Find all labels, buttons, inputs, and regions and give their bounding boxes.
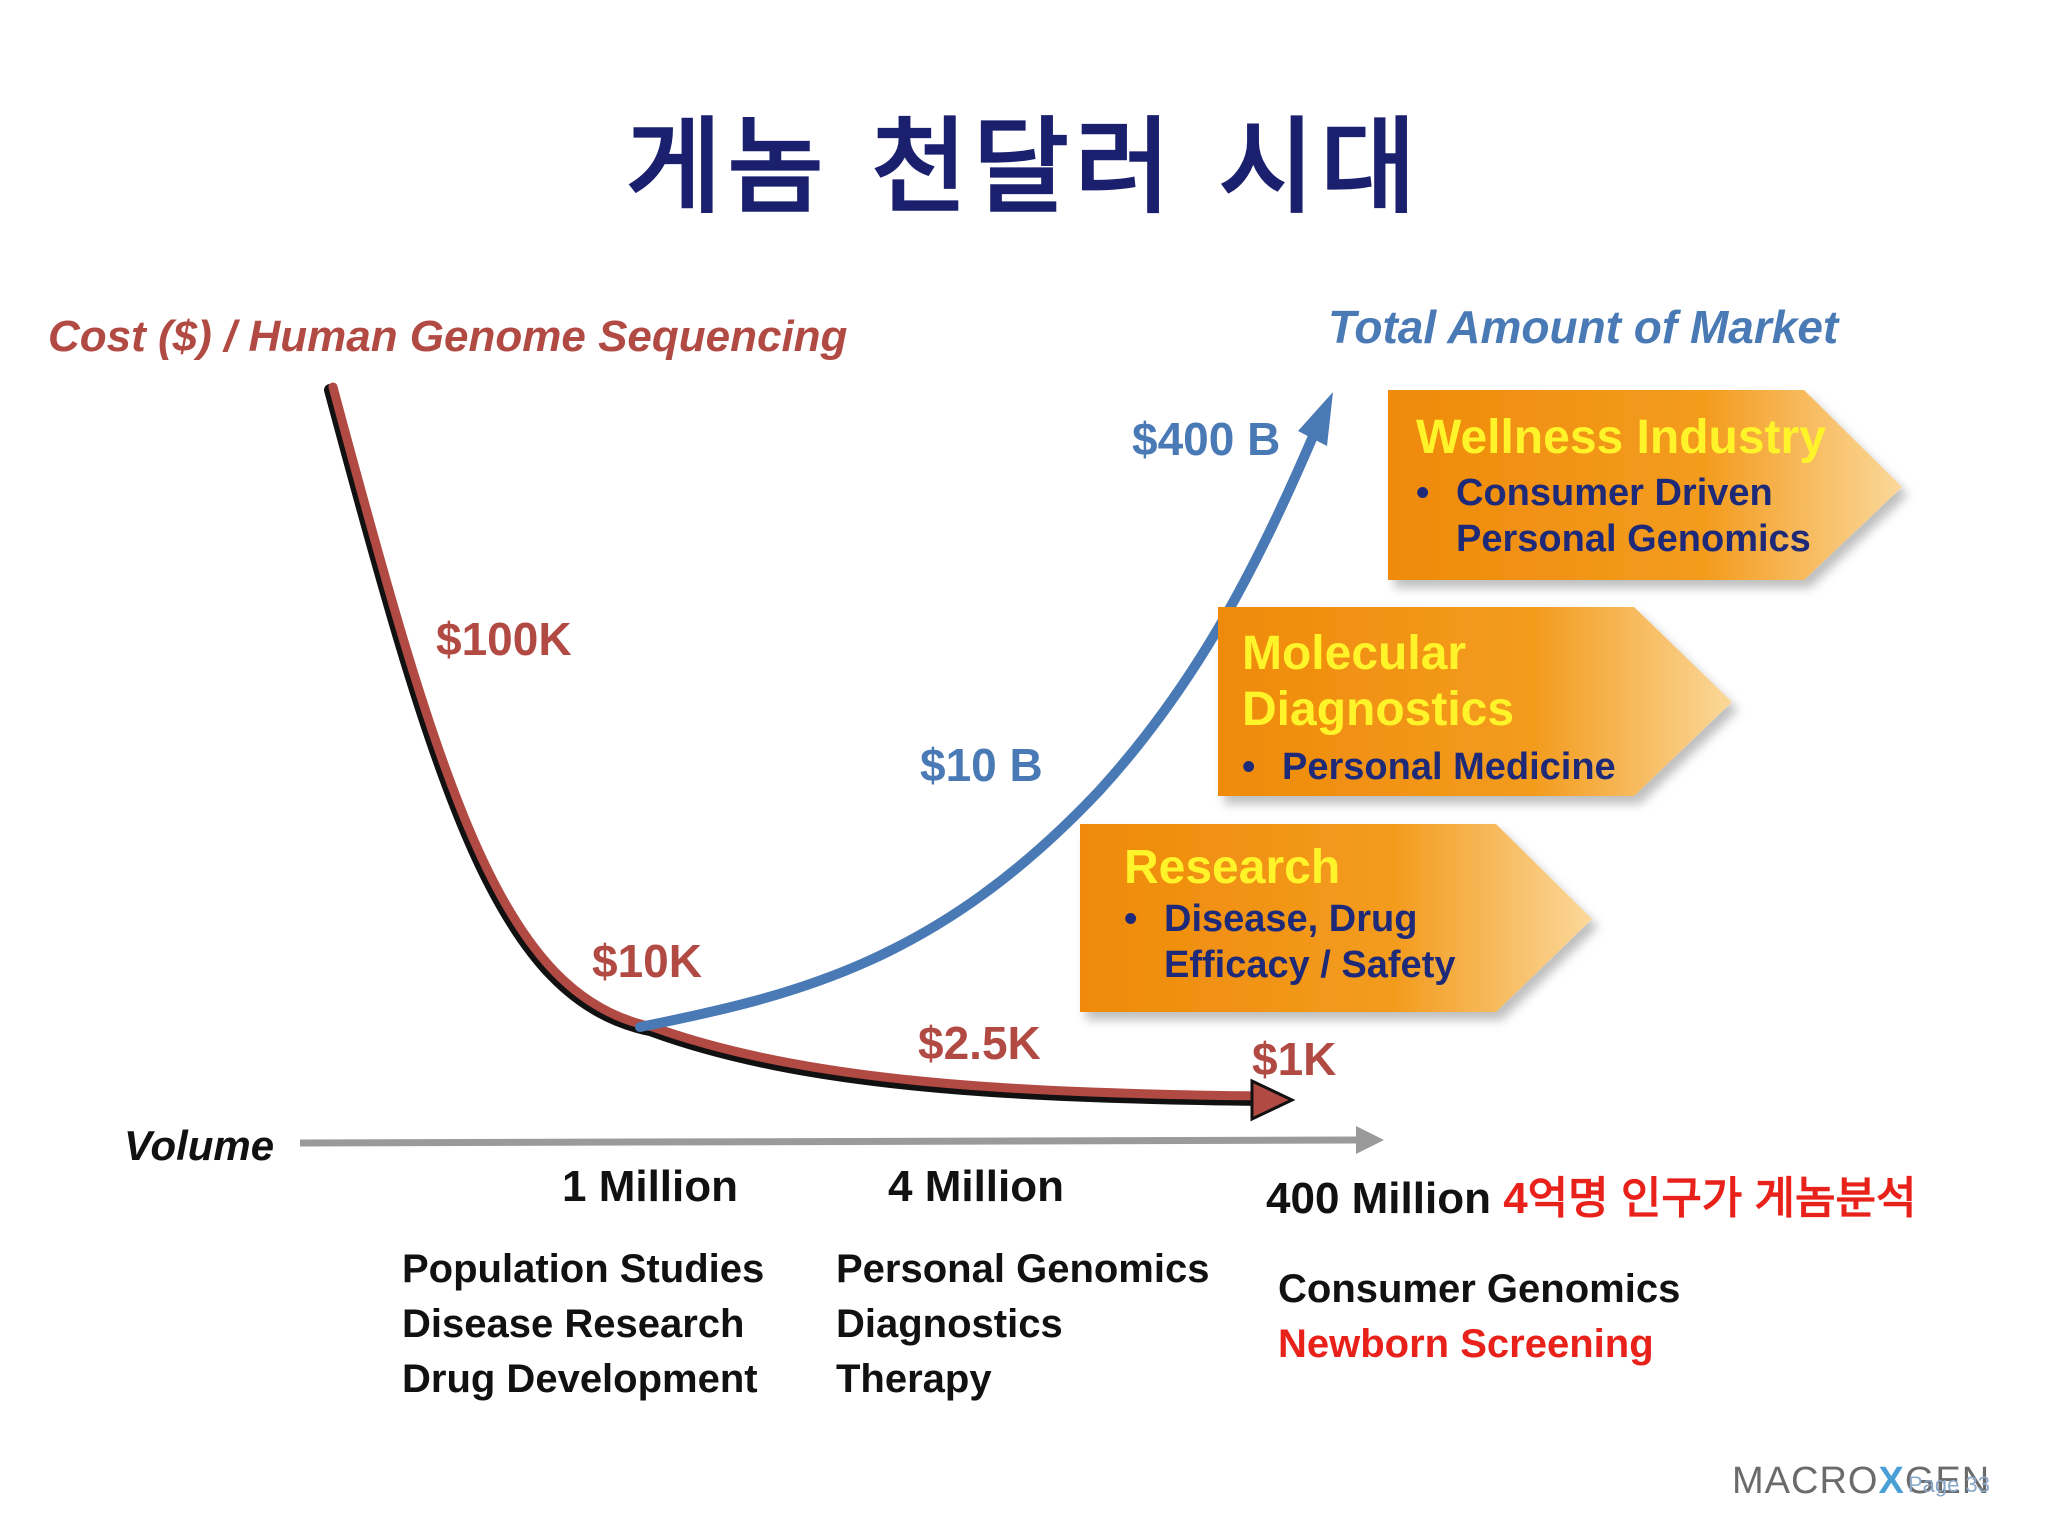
- app-line-highlight: Newborn Screening: [1278, 1322, 1654, 1366]
- research-heading: Research: [1124, 841, 1341, 894]
- market-label-400b: $400 B: [1132, 413, 1281, 465]
- molecular-diagnostics-box-text: Molecular Diagnostics • Personal Medicine: [1242, 626, 1622, 790]
- volume-axis-arrowhead: [1356, 1126, 1384, 1154]
- app-line: Consumer Genomics: [1278, 1267, 1681, 1311]
- market-box-research: [1080, 824, 1592, 1012]
- applications-4m: Personal Genomics Diagnostics Therapy: [836, 1242, 1209, 1407]
- app-line: Personal Genomics: [836, 1247, 1210, 1291]
- logo-x-icon: X: [1878, 1460, 1905, 1502]
- wellness-heading: Wellness Industry: [1416, 411, 1826, 464]
- research-box-text: Research • Disease, Drug Efficacy / Safet…: [1124, 840, 1544, 988]
- applications-1m: Population Studies Disease Research Drug…: [402, 1242, 764, 1407]
- cost-label-100k: $100K: [436, 613, 572, 665]
- volume-axis-label: Volume: [124, 1122, 275, 1169]
- molecular-diagnostics-bullet: • Personal Medicine: [1242, 746, 1616, 788]
- app-line: Population Studies: [402, 1247, 765, 1291]
- market-curve: [635, 429, 1319, 1032]
- app-line: Therapy: [836, 1357, 992, 1401]
- cost-axis-label: Cost ($) / Human Genome Sequencing: [48, 312, 848, 361]
- page-number: Page 33: [1908, 1472, 1990, 1497]
- volume-label-400m: 400 Million 4억명 인구가 게놈분석: [1266, 1174, 1917, 1223]
- volume-note-korean: 4억명 인구가 게놈분석: [1503, 1174, 1917, 1223]
- applications-400m: Consumer Genomics Newborn Screening: [1278, 1262, 1680, 1372]
- app-line: Drug Development: [402, 1357, 758, 1401]
- wellness-box-text: Wellness Industry • Consumer Driven Perso…: [1416, 410, 1876, 562]
- volume-axis-line: [299, 1136, 1361, 1147]
- wellness-bullet: • Consumer Driven Personal Genomics: [1416, 472, 1811, 560]
- cost-curve-arrowhead: [1250, 1078, 1296, 1122]
- molecular-diagnostics-heading: Molecular Diagnostics: [1242, 627, 1515, 736]
- macrogen-logo: MACROXGEN: [1732, 1460, 1991, 1502]
- app-line: Diagnostics: [836, 1302, 1063, 1346]
- volume-label-1m: 1 Million: [562, 1162, 738, 1211]
- research-bullet: • Disease, Drug Efficacy / Safety: [1124, 898, 1456, 986]
- market-box-molecular-diagnostics: [1218, 607, 1732, 796]
- cost-label-2-5k: $2.5K: [918, 1017, 1041, 1069]
- slide-title: 게놈 천달러 시대: [625, 106, 1423, 228]
- cost-label-10k: $10K: [592, 935, 702, 987]
- app-line: Disease Research: [402, 1302, 745, 1346]
- market-box-wellness: [1388, 390, 1902, 580]
- market-label-10b: $10 B: [920, 739, 1043, 791]
- market-axis-label: Total Amount of Market: [1328, 301, 1839, 353]
- cost-label-1k: $1K: [1252, 1033, 1337, 1085]
- market-curve-arrowhead: [1298, 392, 1333, 446]
- volume-label-4m: 4 Million: [888, 1162, 1064, 1211]
